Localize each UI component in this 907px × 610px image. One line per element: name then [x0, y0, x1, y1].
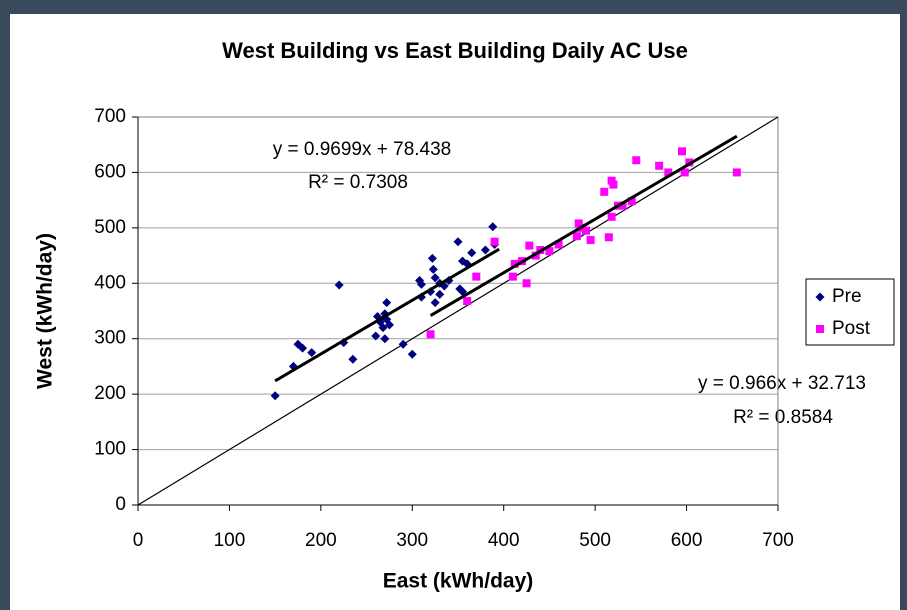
- point: [732, 168, 741, 177]
- point: [382, 298, 392, 308]
- point: [510, 259, 519, 268]
- point: [435, 289, 445, 299]
- point: [508, 272, 517, 281]
- point: [627, 197, 636, 206]
- point: [384, 320, 394, 330]
- x-tick-label: 400: [488, 530, 520, 551]
- y-tick-label: 100: [94, 439, 126, 460]
- point: [398, 339, 408, 349]
- legend-label: Pre: [832, 286, 862, 307]
- chart-background: [10, 14, 900, 610]
- point: [380, 334, 390, 344]
- reference-line: [137, 116, 779, 506]
- point: [463, 297, 472, 306]
- legend-label: Post: [832, 318, 871, 339]
- point: [430, 273, 440, 283]
- x-tick-label: 100: [214, 530, 246, 551]
- point: [378, 323, 388, 333]
- point: [600, 187, 609, 196]
- point: [525, 241, 534, 250]
- point: [582, 226, 590, 235]
- legend-marker: [815, 292, 825, 302]
- x-tick-label: 700: [762, 530, 794, 551]
- point: [604, 233, 613, 242]
- point: [609, 180, 618, 189]
- point: [426, 330, 435, 339]
- point: [298, 343, 308, 353]
- point: [655, 161, 664, 170]
- point: [586, 236, 595, 245]
- point: [270, 391, 280, 401]
- point: [490, 237, 499, 246]
- y-tick-label: 500: [94, 217, 126, 238]
- point: [678, 147, 686, 156]
- trend-equation: y = 0.9699x + 78.438: [273, 139, 452, 160]
- x-axis-label: East (kWh/day): [383, 570, 534, 593]
- point: [664, 168, 673, 177]
- point: [430, 298, 440, 308]
- point: [416, 279, 426, 289]
- y-axis-label: West (kWh/day): [34, 233, 57, 389]
- point: [472, 272, 481, 281]
- point: [428, 264, 438, 274]
- point: [480, 245, 490, 255]
- x-tick-label: 300: [396, 530, 428, 551]
- y-tick-label: 400: [94, 272, 126, 293]
- point: [348, 354, 358, 364]
- x-tick-label: 600: [671, 530, 703, 551]
- x-tick-label: 500: [579, 530, 611, 551]
- point: [522, 279, 531, 288]
- point: [467, 248, 477, 258]
- point: [545, 247, 554, 256]
- y-tick-label: 300: [94, 328, 126, 349]
- point: [488, 222, 498, 232]
- chart-title: West Building vs East Building Daily AC …: [222, 38, 688, 63]
- point: [407, 349, 417, 359]
- y-tick-label: 200: [94, 383, 126, 404]
- y-tick-label: 600: [94, 161, 126, 182]
- point: [572, 232, 581, 241]
- y-tick-label: 0: [115, 494, 126, 515]
- y-tick-label: 700: [94, 106, 126, 127]
- trend-r-squared: R² = 0.7308: [308, 172, 408, 193]
- point: [574, 219, 583, 228]
- trend-r-squared: R² = 0.8584: [733, 407, 833, 428]
- legend-box: [805, 278, 895, 346]
- trend-line: [429, 134, 738, 317]
- point: [618, 201, 627, 210]
- x-tick-label: 200: [305, 530, 337, 551]
- x-tick-label: 0: [133, 530, 144, 551]
- point: [453, 237, 463, 247]
- point: [607, 212, 616, 221]
- point: [632, 156, 641, 165]
- point: [680, 168, 689, 177]
- point: [334, 280, 344, 290]
- point: [307, 348, 317, 358]
- legend-marker: [816, 325, 824, 333]
- point: [427, 253, 437, 263]
- point: [554, 240, 563, 249]
- trend-line: [274, 247, 500, 383]
- trend-equation: y = 0.966x + 32.713: [698, 373, 866, 394]
- point: [371, 331, 381, 341]
